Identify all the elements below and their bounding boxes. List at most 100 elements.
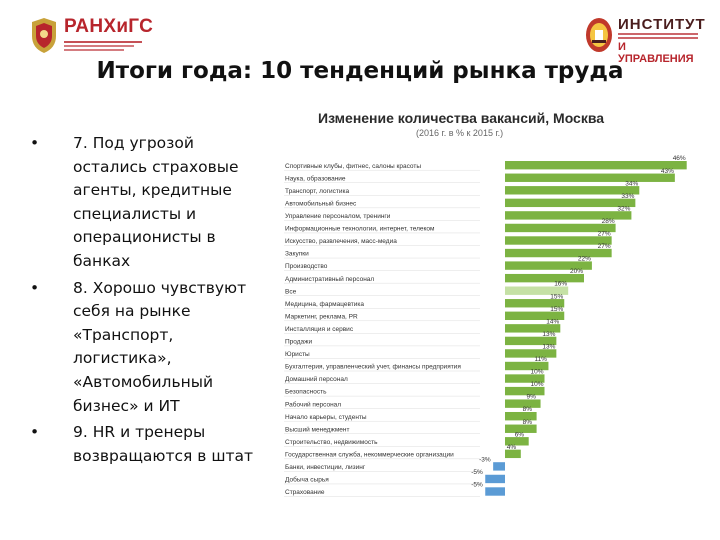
bar bbox=[485, 487, 505, 496]
bar bbox=[505, 236, 612, 245]
category-label: Искусство, развлечения, масс-медиа bbox=[285, 238, 397, 245]
value-label: 34% bbox=[625, 180, 638, 187]
value-label: 9% bbox=[527, 394, 537, 401]
category-label: Строительство, недвижимость bbox=[285, 439, 378, 446]
category-label: Страхование bbox=[285, 489, 325, 496]
bar bbox=[505, 186, 640, 195]
category-label: Домашний персонал bbox=[285, 375, 348, 383]
category-label: Административный персонал bbox=[285, 275, 374, 283]
category-label: Добыча сырья bbox=[285, 476, 329, 484]
category-label: Начало карьеры, студенты bbox=[285, 414, 367, 421]
slide-title: Итоги года: 10 тенденций рынка труда bbox=[96, 58, 624, 84]
value-label: 20% bbox=[570, 268, 583, 275]
bullet-item: • 8. Хорошо чувствуют себя на рынке «Тран… bbox=[30, 277, 270, 419]
bar bbox=[505, 336, 557, 346]
category-label: Безопасность bbox=[285, 389, 327, 396]
bar bbox=[485, 474, 505, 484]
institute-seal-icon bbox=[586, 18, 612, 52]
bar bbox=[505, 324, 561, 333]
ranepa-logo: РАНХиГС bbox=[28, 16, 153, 54]
bar bbox=[505, 198, 636, 208]
bullet-dot-icon: • bbox=[30, 423, 40, 442]
bullet-text: 9. HR и тренеры возвращаются в штат bbox=[73, 423, 254, 465]
category-label: Юристы bbox=[285, 351, 310, 358]
category-label: Медицина, фармацевтика bbox=[285, 301, 364, 308]
category-label: Продажи bbox=[285, 339, 313, 346]
value-label: 22% bbox=[578, 256, 591, 263]
category-label: Банки, инвестиции, лизинг bbox=[285, 464, 366, 471]
bullet-item: • 7. Под угрозой остались страховые агент… bbox=[30, 132, 270, 274]
value-label: 8% bbox=[523, 406, 533, 413]
category-label: Все bbox=[285, 288, 297, 295]
category-label: Государственная служба, некоммерческие о… bbox=[285, 450, 454, 458]
bullet-text: 7. Под угрозой остались страховые агенты… bbox=[73, 134, 239, 270]
category-label: Спортивные клубы, фитнес, салоны красоты bbox=[285, 162, 421, 170]
category-label: Автомобильный бизнес bbox=[285, 199, 357, 207]
bar bbox=[505, 248, 612, 258]
value-label: 27% bbox=[598, 231, 611, 238]
bar bbox=[505, 261, 592, 270]
institute-logo-line3: И УПРАВЛЕНИЯ bbox=[618, 41, 694, 65]
category-label: Рабочий персонал bbox=[285, 400, 341, 408]
value-label: 27% bbox=[598, 243, 611, 250]
value-label: -5% bbox=[471, 482, 483, 489]
bar bbox=[505, 449, 521, 459]
category-label: Закупки bbox=[285, 251, 309, 258]
ranepa-logo-name: РАНХиГС bbox=[64, 16, 154, 37]
value-label: 13% bbox=[542, 331, 555, 338]
bullet-item: • 9. HR и тренеры возвращаются в штат bbox=[30, 421, 270, 468]
bar bbox=[505, 299, 565, 308]
bar bbox=[505, 161, 687, 170]
institute-logo-small-text-lines bbox=[618, 33, 698, 39]
value-label: 46% bbox=[673, 155, 686, 162]
institute-logo-line2 bbox=[618, 33, 698, 41]
chart-title: Изменение количества вакансий, Москва bbox=[318, 110, 605, 126]
chart-subtitle: (2016 г. в % к 2015 г.) bbox=[416, 128, 504, 138]
bar bbox=[505, 374, 545, 383]
value-label: 15% bbox=[550, 306, 563, 313]
value-label: 4% bbox=[507, 444, 517, 451]
bullet-dot-icon: • bbox=[30, 134, 40, 152]
bullet-dot-icon: • bbox=[30, 278, 40, 297]
category-label: Высший менеджмент bbox=[285, 425, 349, 433]
bar bbox=[493, 462, 505, 471]
value-label: 14% bbox=[546, 318, 559, 325]
bar bbox=[505, 273, 584, 283]
value-label: 13% bbox=[542, 343, 555, 350]
bar bbox=[505, 223, 616, 233]
vacancy-change-bar-chart: Спортивные клубы, фитнес, салоны красоты… bbox=[284, 155, 687, 497]
value-label: 28% bbox=[602, 218, 615, 225]
value-label: -5% bbox=[471, 469, 483, 476]
bar bbox=[505, 211, 632, 220]
category-label: Наука, образование bbox=[285, 174, 346, 182]
bar bbox=[505, 437, 529, 446]
bar bbox=[505, 386, 545, 396]
value-label: 15% bbox=[550, 293, 563, 300]
value-label: 8% bbox=[523, 419, 533, 426]
bar bbox=[505, 286, 569, 295]
category-label: Маркетинг, реклама, PR bbox=[285, 313, 358, 320]
category-label: Инсталляция и сервис bbox=[285, 326, 354, 333]
value-label: 16% bbox=[554, 281, 567, 288]
value-label: 32% bbox=[617, 205, 630, 212]
institute-logo-line1: ИНСТИТУТ bbox=[618, 16, 706, 33]
category-label: Бухгалтерия, управленческий учет, финанс… bbox=[285, 363, 461, 371]
value-label: 10% bbox=[531, 369, 544, 376]
ranepa-logo-subtitle-lines bbox=[64, 41, 142, 51]
bar bbox=[505, 361, 549, 371]
category-label: Информационные технологии, интернет, тел… bbox=[285, 226, 435, 233]
value-label: 43% bbox=[661, 168, 674, 175]
bullet-list: • 7. Под угрозой остались страховые агент… bbox=[30, 132, 270, 471]
bar bbox=[505, 399, 541, 408]
value-label: -3% bbox=[479, 456, 491, 463]
category-label: Производство bbox=[285, 263, 328, 270]
bar bbox=[505, 311, 565, 320]
bar bbox=[505, 173, 675, 182]
value-label: 10% bbox=[531, 381, 544, 388]
bar bbox=[505, 412, 537, 421]
eagle-emblem-icon bbox=[32, 18, 56, 53]
bullet-text: 8. Хорошо чувствуют себя на рынке «Транс… bbox=[73, 278, 247, 415]
category-label: Управление персоналом, тренинги bbox=[285, 213, 391, 220]
value-label: 11% bbox=[534, 356, 547, 363]
bar bbox=[505, 349, 557, 358]
